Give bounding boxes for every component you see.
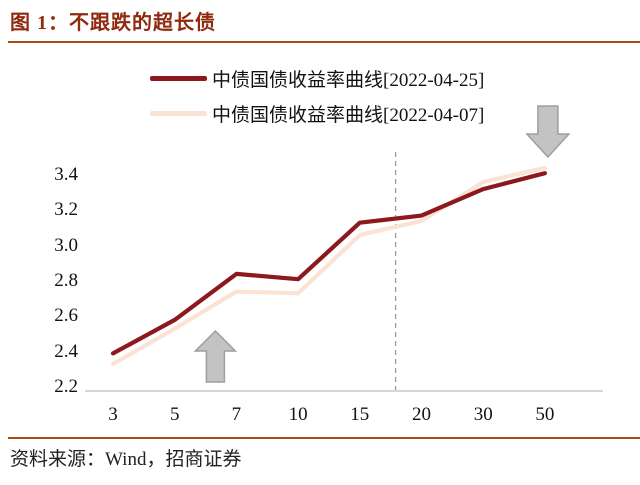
down-arrow-icon bbox=[525, 105, 571, 159]
up-arrow-icon bbox=[193, 329, 238, 383]
x-tick-label: 15 bbox=[350, 404, 370, 425]
y-tick-label: 2.2 bbox=[54, 376, 78, 397]
y-tick-label: 2.8 bbox=[54, 269, 78, 291]
x-tick-label: 30 bbox=[473, 404, 493, 425]
x-tick-label: 20 bbox=[412, 404, 431, 425]
y-tick-label: 3.2 bbox=[54, 199, 78, 221]
legend: 中债国债收益率曲线[2022-04-25] 中债国债收益率曲线[2022-04-… bbox=[150, 66, 484, 136]
y-tick-label: 3.4 bbox=[54, 163, 78, 185]
legend-label: 中债国债收益率曲线[2022-04-07] bbox=[212, 104, 485, 126]
source-note: 资料来源：Wind，招商证券 bbox=[10, 449, 242, 470]
line-swatch-icon bbox=[150, 75, 207, 81]
x-tick-label: 7 bbox=[231, 404, 242, 425]
x-tick-label: 50 bbox=[535, 404, 555, 425]
y-tick-label: 2.6 bbox=[54, 305, 78, 327]
x-tick-label: 10 bbox=[288, 404, 308, 425]
line-swatch-icon bbox=[150, 110, 207, 116]
title-rule bbox=[8, 41, 640, 43]
series-line-1 bbox=[110, 165, 548, 367]
x-tick-label: 3 bbox=[108, 404, 118, 425]
y-tick-label: 3.0 bbox=[54, 234, 78, 256]
legend-label: 中债国债收益率曲线[2022-04-25] bbox=[212, 69, 485, 91]
legend-item: 中债国债收益率曲线[2022-04-25] bbox=[150, 66, 485, 91]
x-tick-label: 5 bbox=[169, 404, 180, 425]
figure-title: 图 1：不跟跌的超长债 bbox=[10, 12, 216, 34]
series-line-0 bbox=[110, 171, 548, 356]
y-tick-label: 2.4 bbox=[54, 340, 78, 362]
legend-item: 中债国债收益率曲线[2022-04-07] bbox=[150, 101, 485, 126]
footer-rule bbox=[8, 437, 640, 439]
